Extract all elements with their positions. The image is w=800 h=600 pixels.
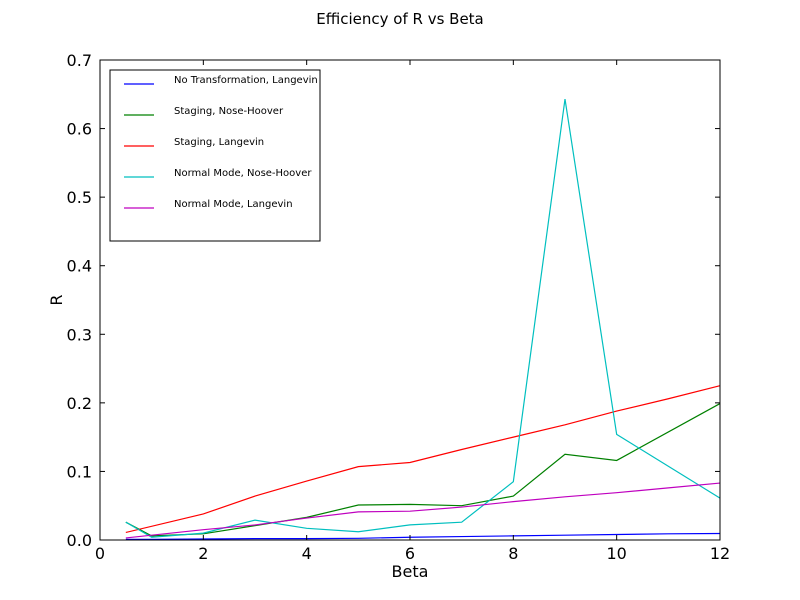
- y-tick-label: 0.4: [67, 257, 92, 276]
- legend: No Transformation, Langevin Staging, Nose…: [109, 69, 321, 242]
- y-tick-label: 0.0: [67, 531, 92, 550]
- legend-label: Staging, Nose-Hoover: [174, 106, 284, 117]
- y-axis-label: R: [47, 294, 66, 305]
- x-axis-label: Beta: [392, 562, 429, 581]
- legend-label: Normal Mode, Langevin: [174, 199, 293, 210]
- series-line-2: [125, 403, 721, 537]
- legend-label: No Transformation, Langevin: [174, 75, 318, 86]
- series-line-1: [125, 532, 721, 540]
- x-tick-label: 2: [198, 544, 208, 563]
- x-tick-label: 4: [302, 544, 312, 563]
- chart-title: Efficiency of R vs Beta: [316, 10, 484, 28]
- y-tick-label: 0.6: [67, 120, 92, 139]
- y-tick-label: 0.2: [67, 394, 92, 413]
- y-tick-label: 0.1: [67, 462, 92, 481]
- y-tick-label: 0.7: [67, 51, 92, 70]
- series-layer: [125, 98, 721, 540]
- legend-label: Staging, Langevin: [174, 137, 264, 148]
- legend-label: Normal Mode, Nose-Hoover: [174, 168, 312, 179]
- x-tick-label: 0: [95, 544, 105, 563]
- series-line-3: [125, 385, 721, 534]
- x-tick-label: 6: [405, 544, 415, 563]
- x-tick-label: 10: [606, 544, 626, 563]
- ticks-layer: 0 2 4 6 8 10 12 0.0 0.1 0.2 0.3 0.4 0.5 0.6 0.7: [67, 51, 731, 563]
- series-line-4: [125, 98, 721, 538]
- legend-box: [109, 69, 321, 242]
- y-tick-label: 0.3: [67, 325, 92, 344]
- y-tick-label: 0.5: [67, 188, 92, 207]
- x-tick-label: 12: [710, 544, 730, 563]
- series-line-5: [125, 482, 721, 539]
- x-tick-label: 8: [508, 544, 518, 563]
